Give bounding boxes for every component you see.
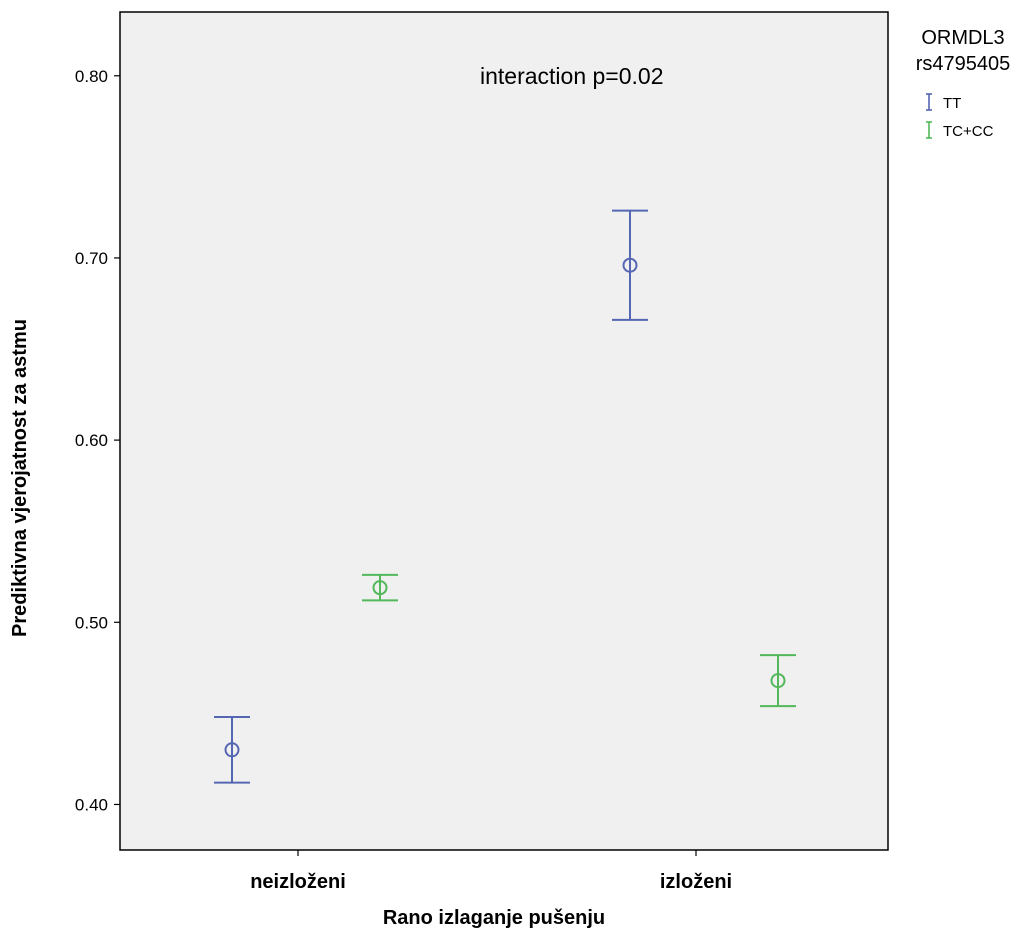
y-axis: 0.40 0.50 0.60 0.70 0.80 [75,67,120,814]
y-tick-label: 0.60 [75,431,108,450]
legend-label: TC+CC [943,123,994,140]
x-tick-label: izloženi [660,871,732,893]
error-bar-tt-izlozeni [612,209,648,321]
data-marks [214,209,796,784]
y-tick-label: 0.70 [75,249,108,268]
point-marker [622,257,638,273]
plot-area [119,11,889,851]
y-tick-label: 0.80 [75,67,108,86]
point-marker [372,580,388,596]
x-axis: neizloženi izloženi [250,850,732,893]
x-axis-title: Rano izlaganje pušenju [383,907,605,929]
legend-label: TT [943,95,961,112]
point-marker [224,742,240,758]
interaction-annotation: interaction p=0.02 [480,63,664,89]
error-bar-tc-cc-neizlozeni [362,573,398,602]
x-tick-label: neizloženi [250,871,346,893]
y-tick-label: 0.50 [75,613,108,632]
legend-item-tc-cc: TC+CC [926,121,994,140]
legend-item-tt: TT [926,93,961,112]
y-axis-title: Prediktivna vjerojatnost za astmu [9,319,31,637]
error-bar-tc-cc-izlozeni [760,654,796,708]
point-marker [770,673,786,689]
legend-title-line2: rs4795405 [916,53,1011,75]
legend: ORMDL3 rs4795405 TT TC+CC [916,27,1011,140]
y-tick-label: 0.40 [75,795,108,814]
error-bar-tt-neizlozeni [214,716,250,784]
legend-title-line1: ORMDL3 [921,27,1004,49]
